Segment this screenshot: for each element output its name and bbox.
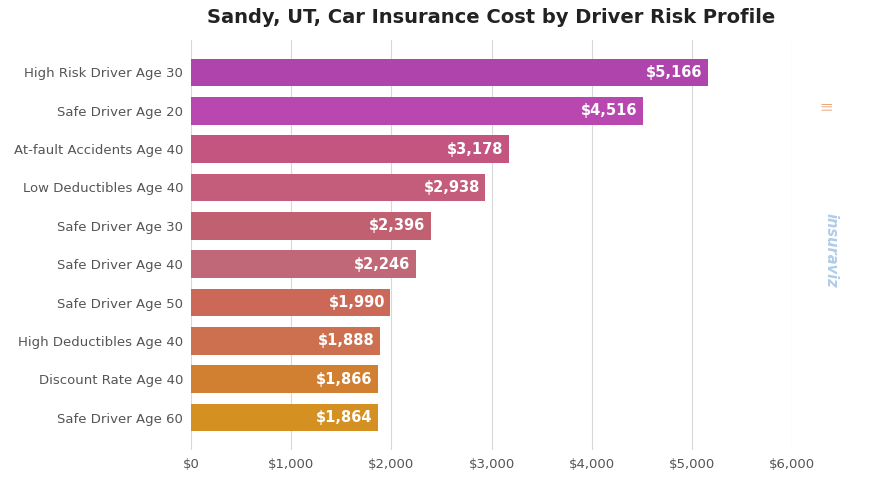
Bar bbox=[191, 136, 508, 163]
Text: $1,990: $1,990 bbox=[328, 295, 385, 310]
Title: Sandy, UT, Car Insurance Cost by Driver Risk Profile: Sandy, UT, Car Insurance Cost by Driver … bbox=[207, 8, 775, 28]
Bar bbox=[191, 327, 380, 354]
Text: $2,246: $2,246 bbox=[354, 256, 410, 272]
Bar bbox=[191, 250, 415, 278]
Text: $5,166: $5,166 bbox=[646, 65, 702, 80]
Text: insuraviz: insuraviz bbox=[822, 212, 838, 288]
Bar bbox=[191, 174, 485, 202]
Text: $1,866: $1,866 bbox=[315, 372, 372, 386]
Bar bbox=[191, 97, 642, 124]
Text: $3,178: $3,178 bbox=[447, 142, 503, 156]
Bar bbox=[191, 58, 707, 86]
Text: $1,888: $1,888 bbox=[318, 334, 375, 348]
Text: $2,938: $2,938 bbox=[423, 180, 480, 195]
Text: $2,396: $2,396 bbox=[369, 218, 425, 234]
Bar bbox=[191, 366, 378, 393]
Bar bbox=[191, 404, 377, 431]
Text: |||: ||| bbox=[819, 102, 829, 113]
Bar bbox=[191, 212, 431, 240]
Text: $1,864: $1,864 bbox=[315, 410, 372, 425]
Bar bbox=[191, 288, 390, 316]
Text: $4,516: $4,516 bbox=[580, 104, 637, 118]
